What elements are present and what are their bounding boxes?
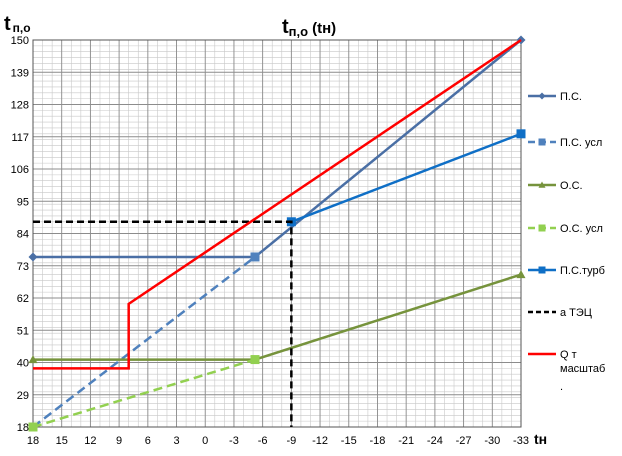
x-tick-label: 12	[84, 435, 96, 447]
legend-label: О.С.	[560, 180, 583, 192]
series-marker	[28, 422, 38, 432]
legend-extra: .	[560, 381, 563, 393]
x-tick-label: -12	[312, 435, 328, 447]
y-tick-label: 150	[11, 35, 29, 47]
series-lines	[28, 35, 526, 432]
series-marker	[538, 181, 546, 188]
legend-label: П.С.турб	[560, 265, 605, 277]
legend: П.С. П.С. усл О.С. О.С. усл П.С.турб а ТЭЦ Q т…	[528, 91, 605, 393]
y-tick-label: 40	[17, 358, 29, 370]
y-tick-label: 95	[17, 196, 29, 208]
legend-label: а ТЭЦ	[560, 307, 592, 319]
y-tick-label: 18	[17, 422, 29, 434]
y-tick-label: 73	[17, 261, 29, 273]
x-tick-label: -9	[286, 435, 296, 447]
x-tick-label: 3	[173, 435, 179, 447]
series-5	[33, 220, 293, 427]
series-line	[32, 255, 256, 428]
x-tick-label: 0	[202, 435, 208, 447]
legend-label: Q т	[560, 349, 577, 361]
x-tick-label: -18	[370, 435, 386, 447]
series-marker	[516, 129, 526, 139]
y-tick-label: 128	[11, 100, 29, 112]
x-tick-label: -30	[484, 435, 500, 447]
x-tick-label: 6	[145, 435, 151, 447]
legend-item: О.С.	[528, 180, 583, 192]
series-marker	[538, 266, 546, 274]
plot-frame	[32, 39, 522, 428]
series-line	[33, 38, 522, 370]
x-tick-label: 9	[116, 435, 122, 447]
legend-label: масштаб	[560, 363, 605, 375]
series-3	[28, 355, 260, 432]
x-axis-label: tн	[534, 431, 547, 447]
y-tick-label: 117	[11, 132, 29, 144]
x-tick-label: 18	[27, 435, 39, 447]
x-tick-label: -15	[341, 435, 357, 447]
y-tick-label: 29	[17, 390, 29, 402]
series-marker	[250, 355, 260, 365]
y-axis-label: t п,о	[4, 13, 31, 35]
series-marker	[538, 224, 546, 232]
chart-title: tп,о (tн)	[282, 16, 336, 39]
major-gridlines	[32, 39, 522, 428]
series-6	[33, 38, 522, 370]
y-tick-label: 106	[11, 164, 29, 176]
legend-label: О.С. усл	[560, 223, 603, 235]
legend-label: П.С. усл	[560, 137, 602, 149]
series-marker	[538, 138, 546, 146]
legend-item: а ТЭЦ	[528, 307, 592, 319]
x-tick-label: -33	[513, 435, 529, 447]
y-tick-label: 62	[17, 293, 29, 305]
y-tick-label: 84	[17, 229, 29, 241]
legend-label: П.С.	[560, 91, 582, 103]
x-tick-label: -24	[427, 435, 443, 447]
y-tick-label: 139	[11, 67, 29, 79]
legend-item: О.С. усл	[528, 223, 603, 235]
x-tick-labels: 18 15 12 9 6 3 0 -3 -6 -9 -12 -15 -18 -21 -24 -27 -30 -33	[27, 435, 529, 447]
series-marker	[250, 252, 260, 262]
series-marker	[538, 92, 546, 100]
x-tick-label: -21	[398, 435, 414, 447]
series-line	[33, 220, 293, 427]
y-tick-labels: 18 29 40 51 62 73 84 95 106 117 128 139 150	[11, 35, 29, 434]
legend-item: П.С. усл	[528, 137, 602, 149]
x-tick-label: -27	[456, 435, 472, 447]
series-line	[32, 358, 256, 429]
series-marker	[28, 355, 38, 364]
x-tick-label: -6	[258, 435, 268, 447]
legend-item: П.С.турб	[528, 265, 605, 277]
x-tick-label: -3	[229, 435, 239, 447]
series-line	[290, 132, 522, 223]
legend-item: П.С.	[528, 91, 582, 103]
x-tick-label: 15	[56, 435, 68, 447]
y-tick-label: 51	[17, 325, 29, 337]
series-marker	[516, 270, 526, 279]
series-marker	[28, 252, 38, 262]
legend-item: Q т масштаб	[528, 349, 605, 375]
